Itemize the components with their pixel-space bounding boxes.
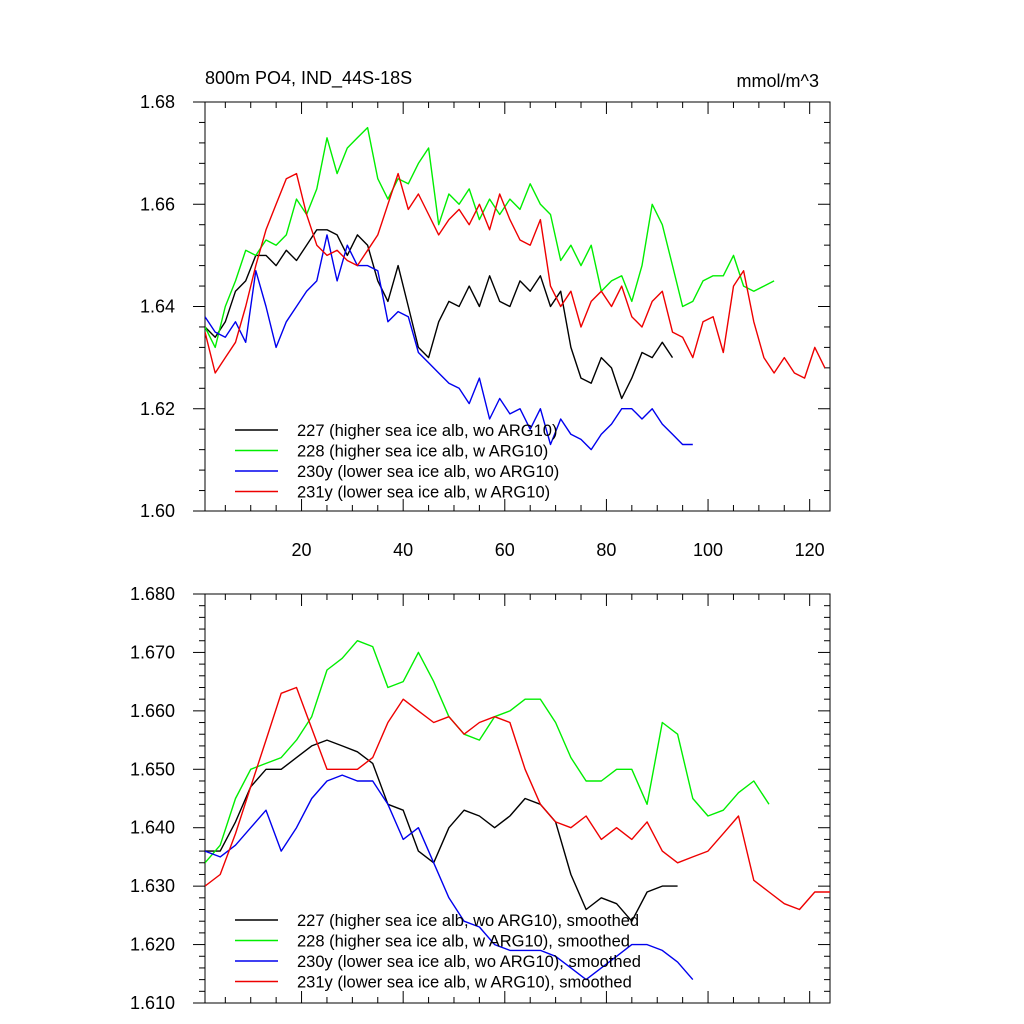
series-line-2 (205, 234, 693, 451)
x-tick-label: 80 (596, 540, 616, 560)
y-tick-label: 1.680 (130, 584, 175, 604)
y-tick-label: 1.610 (130, 993, 175, 1013)
y-tick-label: 1.640 (130, 818, 175, 838)
chart-title: 800m PO4, IND_44S-18S (205, 68, 412, 89)
y-tick-label: 1.650 (130, 759, 175, 779)
y-tick-label: 1.620 (130, 935, 175, 955)
y-tick-label: 1.66 (140, 194, 175, 214)
legend-label: 228 (higher sea ice alb, w ARG10) (297, 443, 548, 461)
plot-frame (204, 593, 831, 1004)
series-line-1 (205, 126, 775, 349)
y-tick-label: 1.660 (130, 701, 175, 721)
legend-label: 228 (higher sea ice alb, w ARG10), smoot… (297, 933, 630, 951)
x-tick-label: 20 (292, 540, 312, 560)
series-line-2 (205, 774, 694, 981)
top-panel: 20 40 60 80 100 120 1.60 1.62 1.64 1.66 1.68 227 (h… (140, 92, 831, 560)
x-tick-label: 60 (495, 540, 515, 560)
x-tick-label: 100 (693, 540, 723, 560)
bottom-panel: 1.610 1.620 1.630 1.640 1.650 1.660 1.670 1.680… (130, 584, 831, 1013)
series-line-0 (205, 229, 674, 400)
y-tick-label: 1.68 (140, 92, 175, 112)
legend-label: 231y (lower sea ice alb, w ARG10) (297, 484, 550, 502)
legend-label: 230y (lower sea ice alb, wo ARG10), smoo… (297, 953, 641, 971)
legend-label: 231y (lower sea ice alb, w ARG10), smoot… (297, 974, 632, 992)
series-line-0 (205, 739, 678, 922)
y-tick-label: 1.62 (140, 399, 175, 419)
series-line-1 (205, 640, 770, 864)
legend-label: 227 (higher sea ice alb, wo ARG10) (297, 422, 557, 440)
legend-label: 230y (lower sea ice alb, wo ARG10) (297, 463, 559, 481)
chart-units: mmol/m^3 (737, 71, 819, 91)
y-tick-label: 1.60 (140, 501, 175, 521)
series-line-3 (205, 172, 826, 379)
x-tick-label: 120 (795, 540, 825, 560)
y-tick-label: 1.670 (130, 642, 175, 662)
x-tick-label: 40 (393, 540, 413, 560)
series-line-3 (205, 686, 830, 911)
y-tick-label: 1.630 (130, 876, 175, 896)
legend-label: 227 (higher sea ice alb, wo ARG10), smoo… (297, 912, 639, 930)
y-tick-label: 1.64 (140, 297, 175, 317)
